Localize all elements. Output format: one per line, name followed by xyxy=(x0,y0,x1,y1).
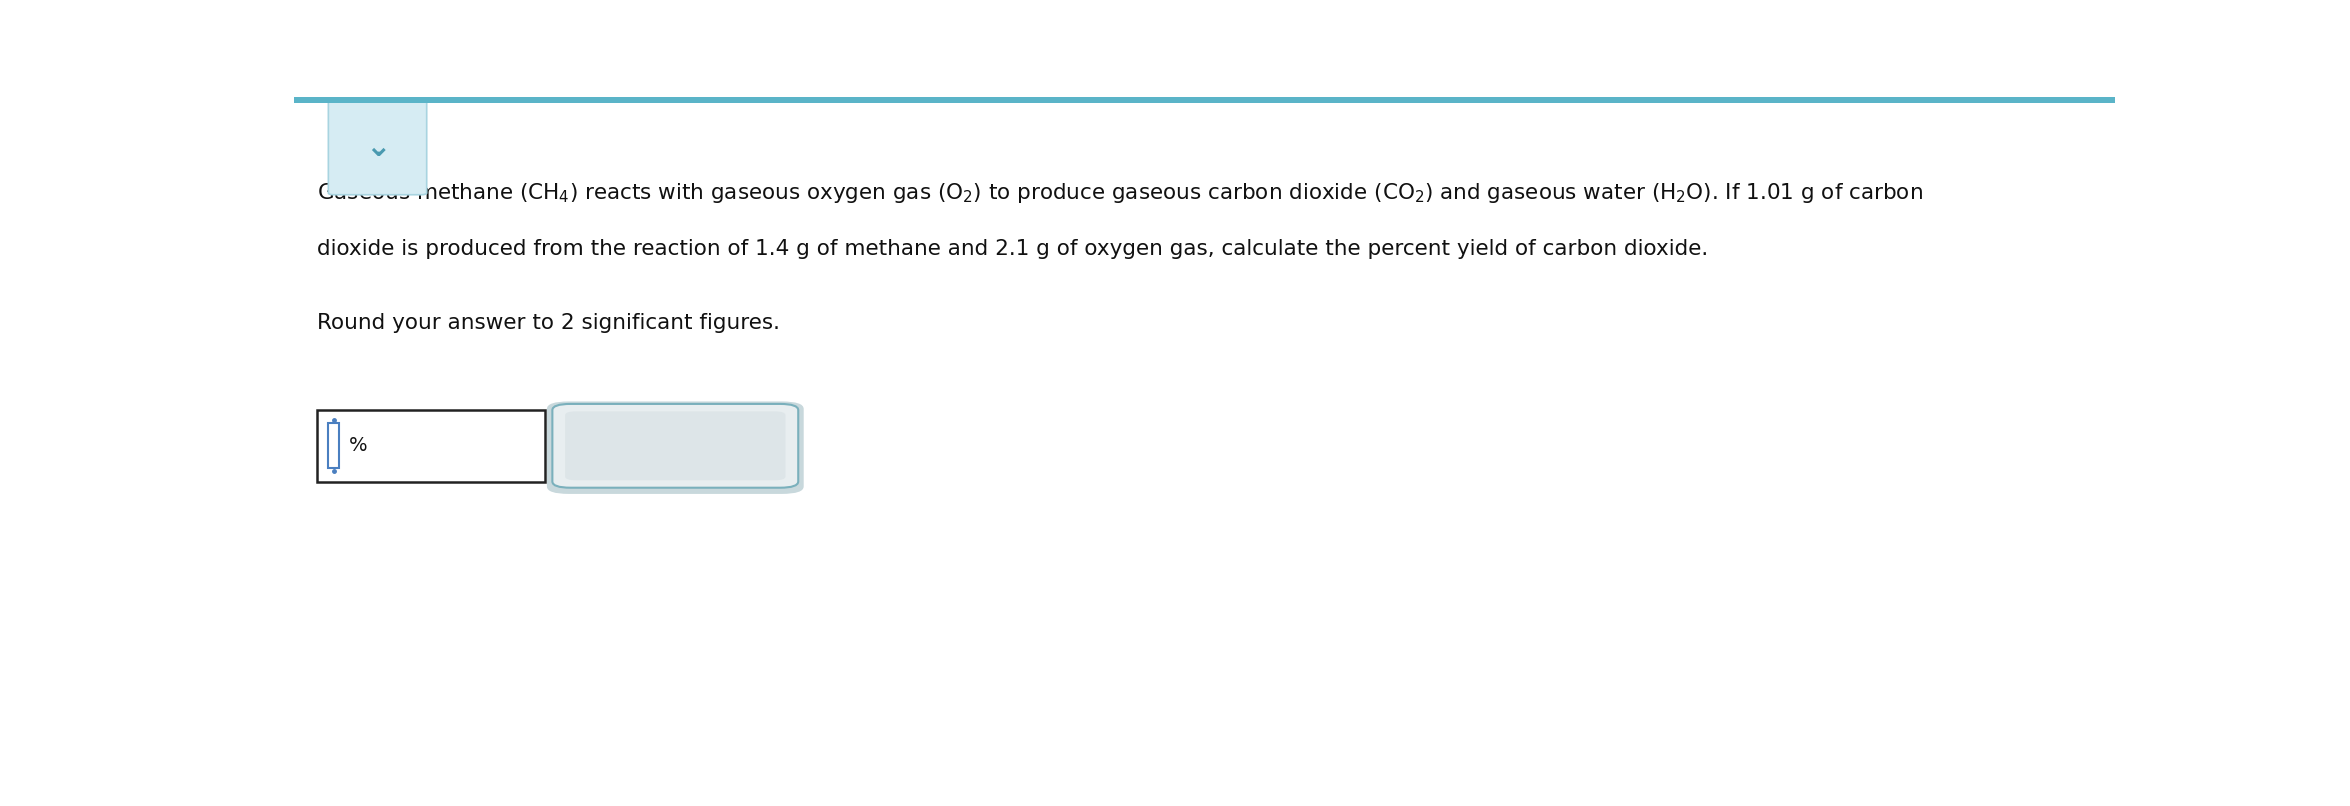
FancyBboxPatch shape xyxy=(329,101,428,195)
FancyBboxPatch shape xyxy=(317,410,545,481)
Text: %: % xyxy=(348,436,367,455)
FancyBboxPatch shape xyxy=(548,401,804,494)
Text: ?: ? xyxy=(736,434,750,458)
FancyBboxPatch shape xyxy=(552,404,799,488)
Text: dioxide is produced from the reaction of 1.4 g of methane and 2.1 g of oxygen ga: dioxide is produced from the reaction of… xyxy=(317,239,1708,259)
Text: ↶: ↶ xyxy=(663,432,689,459)
FancyBboxPatch shape xyxy=(294,97,2115,103)
FancyBboxPatch shape xyxy=(564,411,785,480)
Text: ⌄: ⌄ xyxy=(364,133,390,162)
Text: ×: × xyxy=(597,433,620,459)
Text: Round your answer to 2 significant figures.: Round your answer to 2 significant figur… xyxy=(317,314,780,333)
Text: Gaseous methane $\left(\mathrm{CH_4}\right)$ reacts with gaseous oxygen gas $\le: Gaseous methane $\left(\mathrm{CH_4}\rig… xyxy=(317,181,1922,205)
